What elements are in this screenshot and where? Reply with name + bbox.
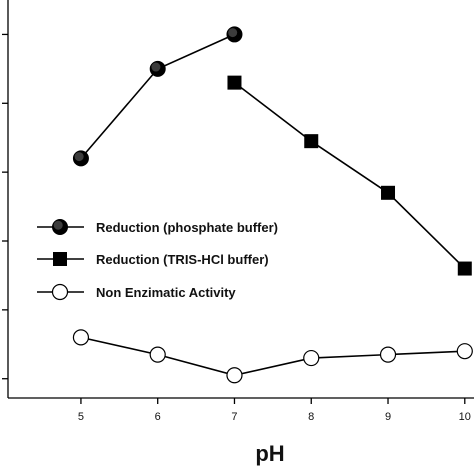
x-tick-label: 10 — [459, 411, 471, 423]
legend-marker-shine — [53, 220, 63, 230]
series-line — [80, 336, 465, 377]
data-point — [456, 343, 473, 360]
data-point — [303, 349, 320, 367]
series-3 — [72, 329, 473, 384]
legend-marker — [51, 283, 69, 301]
x-tick-label: 6 — [155, 411, 161, 423]
x-tick-label: 5 — [78, 411, 84, 423]
data-point-shine — [228, 28, 238, 38]
legend-marker — [53, 252, 67, 266]
data-point — [379, 346, 397, 363]
legend-entry: Reduction (phosphate buffer) — [37, 219, 278, 235]
legend-label: Reduction (TRIS-HCl buffer) — [96, 252, 269, 267]
x-tick-label: 8 — [308, 411, 314, 423]
data-point-shine — [151, 62, 161, 72]
data-point — [304, 134, 319, 149]
data-point — [149, 346, 166, 363]
legend-label: Non Enzimatic Activity — [96, 285, 236, 300]
series-1 — [72, 26, 243, 167]
x-tick-label: 9 — [385, 411, 391, 423]
series-2 — [227, 75, 472, 276]
legend-entry: Non Enzimatic Activity — [37, 283, 236, 301]
legend-entry: Reduction (TRIS-HCl buffer) — [37, 252, 269, 267]
legend: Reduction (phosphate buffer) Reduction (T… — [37, 219, 278, 301]
data-point — [457, 261, 472, 276]
data-point — [381, 185, 396, 200]
x-tick-label: 7 — [231, 411, 237, 423]
axes: 5 6 7 8 9 10 — [2, 0, 474, 423]
data-point-shine — [74, 152, 84, 162]
x-axis-label: pH — [255, 441, 284, 466]
data-point — [227, 75, 242, 90]
series-line — [234, 81, 466, 270]
data-point — [226, 367, 243, 384]
legend-label: Reduction (phosphate buffer) — [96, 220, 278, 235]
data-point — [72, 329, 90, 346]
series-layer — [72, 26, 473, 384]
